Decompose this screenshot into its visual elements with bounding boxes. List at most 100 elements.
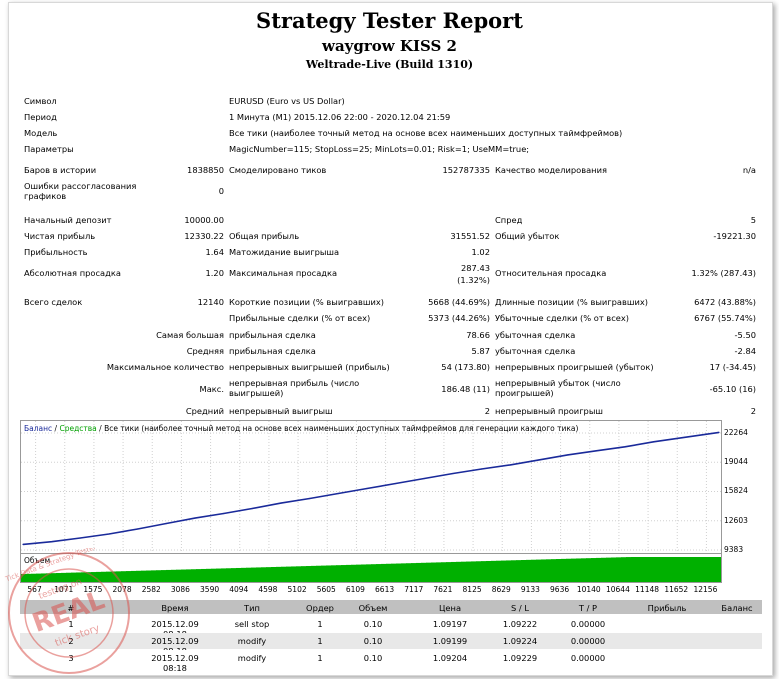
bars-label: Баров в истории <box>24 165 97 175</box>
params-label: Параметры <box>24 144 74 154</box>
volume-bar <box>706 557 712 582</box>
x-tick-label: 10644 <box>605 585 630 594</box>
volume-bar <box>701 557 707 582</box>
quality-value: n/a <box>742 165 756 175</box>
period-label: Период <box>24 112 57 122</box>
volume-bar <box>691 557 697 582</box>
table-cell: 1.09229 <box>502 653 538 663</box>
y-tick-label: 12603 <box>724 515 748 525</box>
volume-bar <box>386 563 392 582</box>
balance-point <box>538 459 540 461</box>
volume-bar <box>321 565 327 582</box>
balance-point <box>567 454 569 456</box>
volume-bar <box>631 557 637 582</box>
legend-separator: / <box>52 424 60 433</box>
table-row <box>20 650 762 666</box>
volume-bar <box>141 570 147 582</box>
maxcount-label: Максимальное количество <box>106 362 224 372</box>
volume-bar <box>201 568 207 582</box>
volume-bar <box>336 565 342 582</box>
x-tick-label: 7117 <box>404 585 424 594</box>
volume-bar <box>136 570 142 582</box>
x-tick-label: 2078 <box>112 585 132 594</box>
volume-bar <box>106 571 112 582</box>
volume-bar <box>351 564 357 582</box>
volume-bar <box>676 557 682 582</box>
largest-label: Самая большая <box>156 330 224 340</box>
symbol-label: Символ <box>24 96 57 106</box>
short-label: Короткие позиции (% выигравших) <box>229 297 384 307</box>
x-tick-label: 1575 <box>83 585 103 594</box>
balance-point <box>337 492 339 495</box>
balance-point <box>395 482 397 485</box>
volume-bar <box>541 559 547 582</box>
period-value: 1 Минута (M1) 2015.12.06 22:00 - 2020.12… <box>229 112 451 122</box>
table-cell: modify <box>237 636 267 646</box>
table-cell: 0.10 <box>363 653 383 663</box>
legend-equity: Средства <box>59 424 97 433</box>
chart-legend: Баланс / Средства / Все тики (наиболее т… <box>24 424 578 433</box>
stamp-ring-text: Tick Data & Strategy Tester <box>4 548 97 584</box>
volume-bar <box>611 557 617 582</box>
table-cell: 0.00000 <box>570 619 606 629</box>
maxcons-wins-label: непрерывных выигрышей (прибыль) <box>229 362 390 372</box>
table-header-cell: Баланс <box>721 603 753 613</box>
table-cell: 1 <box>317 619 323 629</box>
maxdd-percent: (1.32%) <box>457 275 490 285</box>
gross-loss-label: Общий убыток <box>495 231 560 241</box>
model-label: Модель <box>24 128 58 138</box>
x-tick-label: 8629 <box>491 585 511 594</box>
volume-bar <box>131 570 137 582</box>
volume-bar <box>491 560 497 582</box>
trades-value: 12140 <box>197 297 224 307</box>
volume-bar <box>681 557 687 582</box>
largest-loss-value: -5.50 <box>734 330 756 340</box>
volume-bar <box>601 557 607 582</box>
volume-bar <box>366 564 372 582</box>
volume-bar <box>266 567 272 582</box>
table-header-cell: S / L <box>511 603 529 613</box>
volume-bar <box>716 557 722 582</box>
x-tick-label: 10140 <box>576 585 601 594</box>
maxdd-label: Максимальная просадка <box>229 268 338 278</box>
average-label: Средняя <box>186 346 224 356</box>
table-header-cell: Объем <box>358 603 388 613</box>
volume-bar <box>286 566 292 582</box>
volume-bar <box>186 569 192 582</box>
volume-bar <box>461 561 467 582</box>
volume-bar <box>246 567 252 582</box>
balance-point <box>194 517 196 519</box>
volume-svg <box>21 557 722 582</box>
balance-point <box>509 464 511 466</box>
loss-trades-label: Убыточные сделки (% от всех) <box>495 313 630 323</box>
legend-description: / Все тики (наиболее точный метод на осн… <box>96 424 579 433</box>
balance-point <box>681 437 683 439</box>
volume-bar <box>66 572 72 582</box>
volume-bar <box>431 562 437 582</box>
x-tick-label: 6613 <box>375 585 395 594</box>
table-cell: 0.00000 <box>570 653 606 663</box>
table-header-cell: Тип <box>244 603 260 613</box>
volume-bar <box>371 564 377 582</box>
volume-bar <box>671 557 677 582</box>
tickstory-stamp: REAL tick story testing on Tick Data & S… <box>4 548 130 674</box>
volume-bar <box>281 566 287 582</box>
volume-bar <box>241 567 247 582</box>
volume-bar <box>206 568 212 582</box>
table-cell: sell stop <box>234 619 270 629</box>
volume-bar <box>21 574 27 582</box>
volume-bar <box>656 557 662 582</box>
volume-bar <box>591 558 597 582</box>
expect-value: 1.02 <box>471 247 490 257</box>
volume-bar <box>221 568 227 582</box>
x-tick-label: 2582 <box>141 585 161 594</box>
volume-bar <box>316 565 322 582</box>
volume-bar <box>711 557 717 582</box>
volume-bar <box>331 565 337 582</box>
volume-bar <box>391 563 397 582</box>
maxcons-loss-value: -65.10 (16) <box>709 384 756 394</box>
balance-point <box>280 502 282 504</box>
table-cell: 3 <box>68 653 74 663</box>
volume-bar <box>226 568 232 582</box>
x-tick-label: 5605 <box>316 585 336 594</box>
